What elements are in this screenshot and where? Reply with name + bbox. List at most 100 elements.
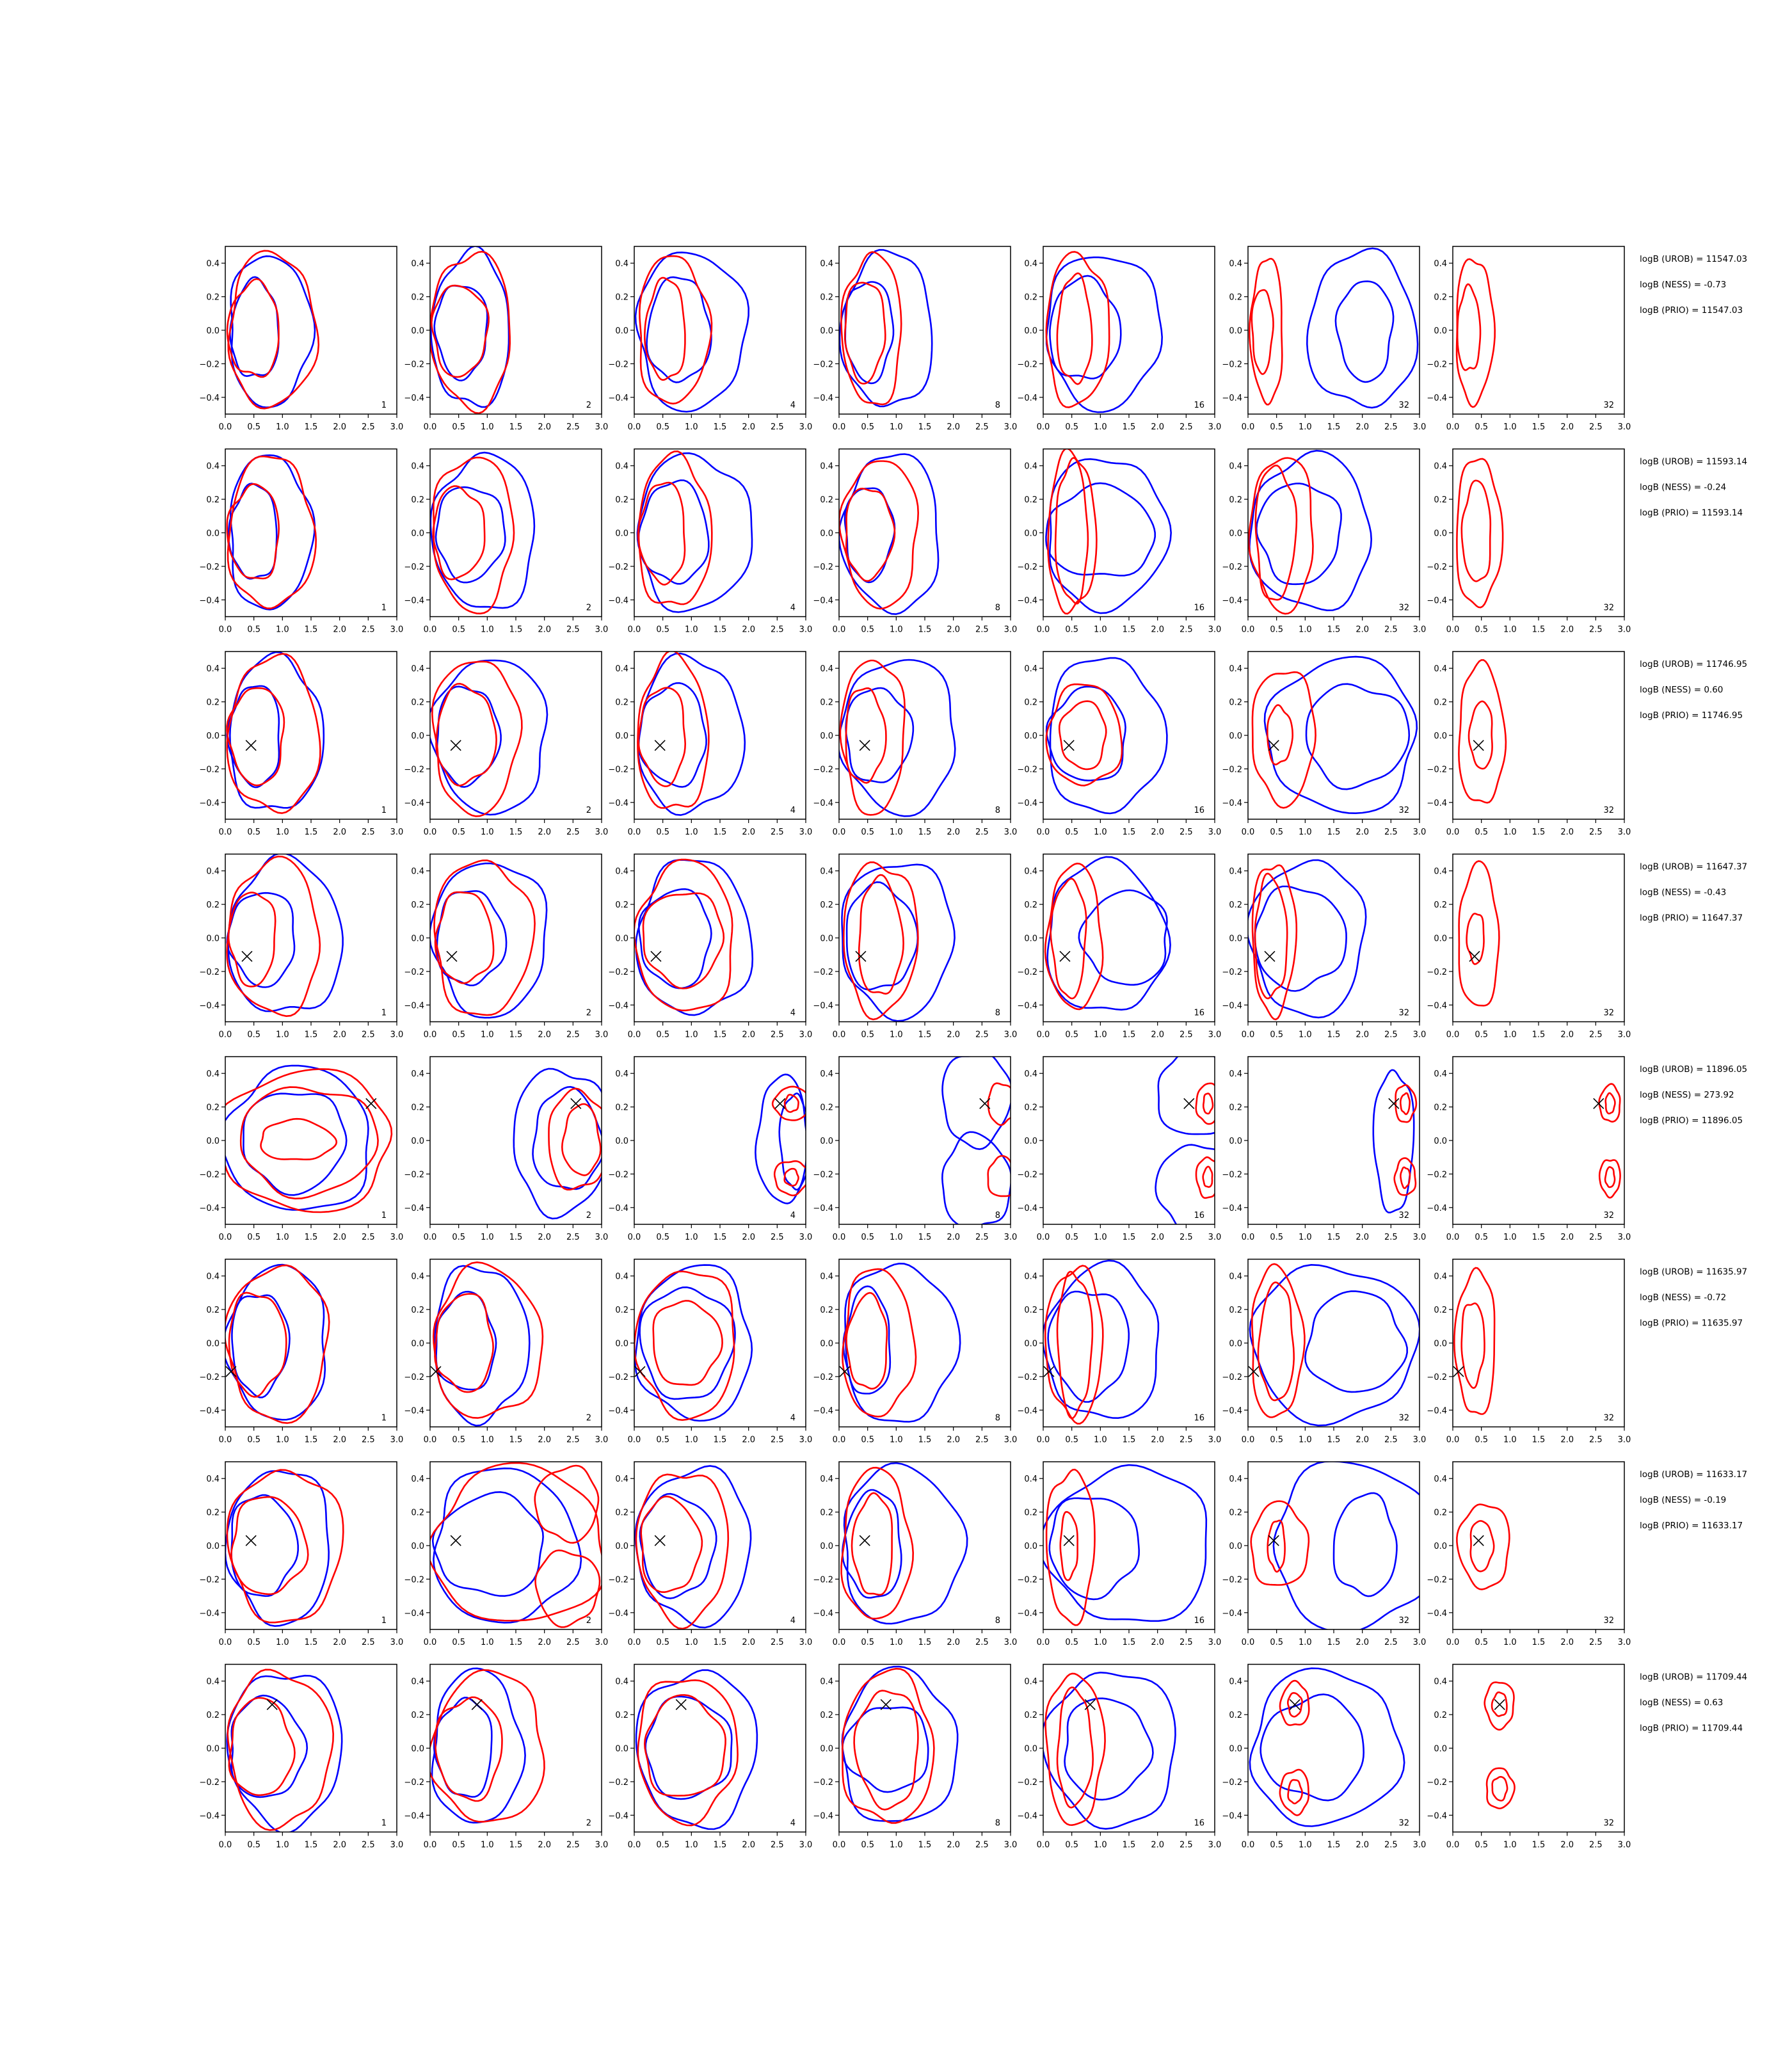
y-tick-label: −0.2 [813,1778,833,1788]
red-contour [1203,1092,1214,1115]
panel-annotation: 2 [586,401,591,410]
x-tick-label: 2.0 [947,422,960,432]
x-tick-label: 0.5 [1270,828,1283,837]
x-tick-label: 2.5 [975,1030,989,1040]
y-tick-label: −0.4 [199,596,220,605]
x-tick-label: 2.0 [742,422,755,432]
y-tick-label: −0.4 [813,1406,833,1416]
x-tick-label: 1.0 [1503,1233,1517,1242]
red-contour [1491,1776,1508,1802]
y-tick-label: 0.4 [1024,1069,1037,1079]
x-marker [450,1535,461,1546]
row-stats-r7: logB (UROB) = 11633.17 logB (NESS) = -0.1… [1640,1469,1747,1531]
x-tick-label: 0.5 [1270,1030,1283,1040]
y-tick-label: 0.4 [1229,867,1242,877]
red-contour [1287,1692,1303,1718]
y-tick-label: −0.4 [608,596,628,605]
x-tick-label: 0.5 [247,625,260,635]
x-tick-label: 1.0 [685,1841,698,1850]
y-tick-label: 0.0 [1024,732,1037,741]
x-tick-label: 3.0 [1004,1030,1018,1040]
x-tick-label: 2.5 [1384,1638,1398,1647]
blue-contour [635,1669,758,1830]
y-tick-label: 0.2 [206,495,220,505]
red-contour [1469,1520,1495,1572]
y-tick-label: −0.2 [199,1778,220,1788]
red-contour [1458,659,1507,804]
x-tick-label: 1.0 [276,1233,289,1242]
logb-stat-line: logB (NESS) = 0.63 [1640,1698,1723,1708]
red-contour [227,250,320,410]
y-tick-label: 0.4 [820,462,833,472]
y-tick-label: 0.2 [615,698,628,708]
y-tick-label: 0.2 [411,1711,424,1720]
panel-r8-c3: 0.0 0.5 1.0 1.5 2.0 2.5 3.0 0.4 0.2 0.0 −0.2 −0.4 4 [608,1663,812,1850]
x-tick-label: 2.5 [1384,1233,1398,1242]
blue-contour [639,1286,736,1400]
y-tick-label: −0.4 [199,1406,220,1416]
x-tick-label: 1.5 [1123,1233,1136,1242]
x-tick-label: 0.0 [219,1638,232,1647]
blue-contour [228,652,325,809]
x-tick-label: 0.5 [861,1638,874,1647]
contour-group [839,453,940,615]
y-tick-label: −0.4 [608,799,628,808]
x-tick-label: 1.0 [1094,1233,1107,1242]
panel-r3-c5: 0.0 0.5 1.0 1.5 2.0 2.5 3.0 0.4 0.2 0.0 −0.2 −0.4 16 [1017,651,1221,837]
x-marker [1268,1535,1279,1546]
x-tick-label: 2.0 [947,1436,960,1445]
x-tick-label: 0.5 [1270,422,1283,432]
x-tick-label: 2.5 [1589,1030,1603,1040]
contour-group [1044,856,1171,1011]
x-tick-label: 0.0 [424,1030,437,1040]
x-tick-label: 0.5 [1270,1841,1283,1850]
x-tick-label: 3.0 [1004,1233,1018,1242]
x-tick-label: 2.5 [1589,1638,1603,1647]
x-tick-label: 1.0 [481,625,494,635]
x-tick-label: 3.0 [799,625,813,635]
red-contour [1059,1510,1078,1581]
x-tick-label: 2.0 [947,1841,960,1850]
x-tick-label: 2.5 [975,1638,989,1647]
x-tick-label: 2.5 [566,828,580,837]
x-tick-label: 1.5 [714,625,727,635]
x-tick-label: 3.0 [1208,1436,1222,1445]
y-tick-label: −0.2 [608,968,628,977]
row-stats-r5: logB (UROB) = 11896.05 logB (NESS) = 273.… [1640,1064,1747,1126]
panel-annotation: 1 [381,1009,387,1018]
x-tick-label: 1.0 [1503,625,1517,635]
x-tick-label: 0.0 [424,1436,437,1445]
x-tick-label: 0.0 [1242,1030,1255,1040]
x-marker [1084,1699,1096,1710]
x-tick-label: 1.0 [276,1841,289,1850]
panel-annotation: 2 [586,1414,591,1423]
x-tick-label: 0.0 [1037,422,1050,432]
y-tick-label: −0.2 [608,563,628,572]
x-tick-label: 0.5 [861,1030,874,1040]
red-contour [637,687,687,787]
logb-stat-line: logB (UROB) = 11635.97 [1640,1267,1747,1277]
x-tick-label: 0.5 [656,422,669,432]
x-tick-label: 0.5 [247,1030,260,1040]
x-marker [450,740,461,751]
x-marker [1494,1699,1505,1710]
x-tick-label: 1.5 [305,1638,318,1647]
x-tick-label: 0.5 [861,422,874,432]
panel-r7-c5: 0.0 0.5 1.0 1.5 2.0 2.5 3.0 0.4 0.2 0.0 −0.2 −0.4 16 [1017,1461,1221,1647]
y-tick-label: 0.2 [1024,1306,1037,1315]
y-tick-label: 0.4 [1229,1677,1242,1687]
x-tick-label: 3.0 [390,422,404,432]
red-contour [845,687,887,784]
y-tick-label: 0.2 [206,1306,220,1315]
x-tick-label: 1.5 [918,1233,932,1242]
y-tick-label: 0.0 [206,1137,220,1146]
x-tick-label: 1.5 [1123,1436,1136,1445]
x-tick-label: 0.5 [452,625,465,635]
x-tick-label: 1.0 [1503,422,1517,432]
red-contour [434,1293,494,1393]
contour-group [513,1068,602,1220]
logb-stat-line: logB (UROB) = 11633.17 [1640,1469,1747,1480]
y-tick-label: 0.2 [820,900,833,910]
red-contour [1484,1681,1515,1731]
x-tick-label: 0.5 [861,1436,874,1445]
